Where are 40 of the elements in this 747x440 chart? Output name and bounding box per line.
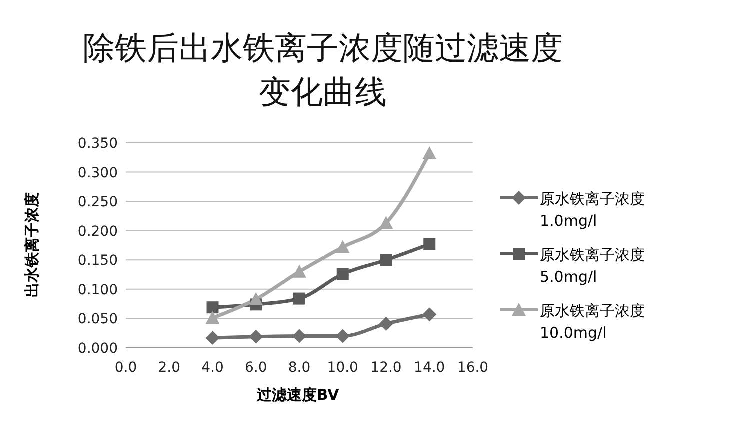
- x-tick-label: 8.0: [288, 360, 311, 376]
- point: [422, 308, 437, 322]
- point: [206, 302, 219, 314]
- x-tick-label: 12.0: [370, 360, 402, 376]
- x-tick-label: 0.0: [114, 360, 138, 376]
- chart-title: 除铁后出水铁离子浓度随过滤速度变化曲线: [83, 29, 563, 111]
- y-tick-label: 0.250: [78, 194, 118, 211]
- point: [206, 311, 220, 324]
- y-tick-label: 0.050: [78, 312, 118, 328]
- x-tick-label: 10.0: [327, 360, 358, 376]
- point: [292, 329, 306, 344]
- legend-label: 原水铁离子浓度 10.0mg/l: [540, 301, 646, 344]
- y-axis-title: 出水铁离子浓度: [22, 192, 42, 300]
- point: [294, 292, 306, 305]
- legend-label: 原水铁离子浓度 1.0mg/l: [540, 189, 646, 232]
- point: [424, 238, 436, 250]
- point: [249, 292, 264, 306]
- point: [379, 216, 394, 230]
- x-tick-label: 4.0: [202, 360, 224, 376]
- x-tick-label: 2.0: [158, 360, 181, 376]
- point: [206, 331, 220, 346]
- x-tick-label: 16.0: [457, 360, 489, 376]
- point: [336, 268, 349, 280]
- point: [336, 329, 350, 344]
- point: [292, 264, 306, 278]
- point: [379, 316, 394, 331]
- x-tick-label: 6.0: [244, 360, 268, 376]
- y-tick-label: 0.350: [78, 136, 118, 152]
- y-tick-label: 0.000: [78, 340, 118, 357]
- x-tick-label: 14.0: [414, 360, 446, 376]
- point: [380, 254, 392, 266]
- y-tick-label: 0.300: [78, 165, 118, 182]
- x-axis-title: 过滤速度BV: [256, 386, 340, 405]
- point: [422, 146, 437, 160]
- y-tick-label: 0.200: [78, 224, 118, 240]
- point: [336, 240, 350, 254]
- point: [249, 330, 264, 344]
- y-tick-label: 0.150: [78, 253, 118, 270]
- legend-label: 原水铁离子浓度 5.0mg/l: [540, 245, 646, 288]
- y-tick-label: 0.100: [78, 282, 118, 298]
